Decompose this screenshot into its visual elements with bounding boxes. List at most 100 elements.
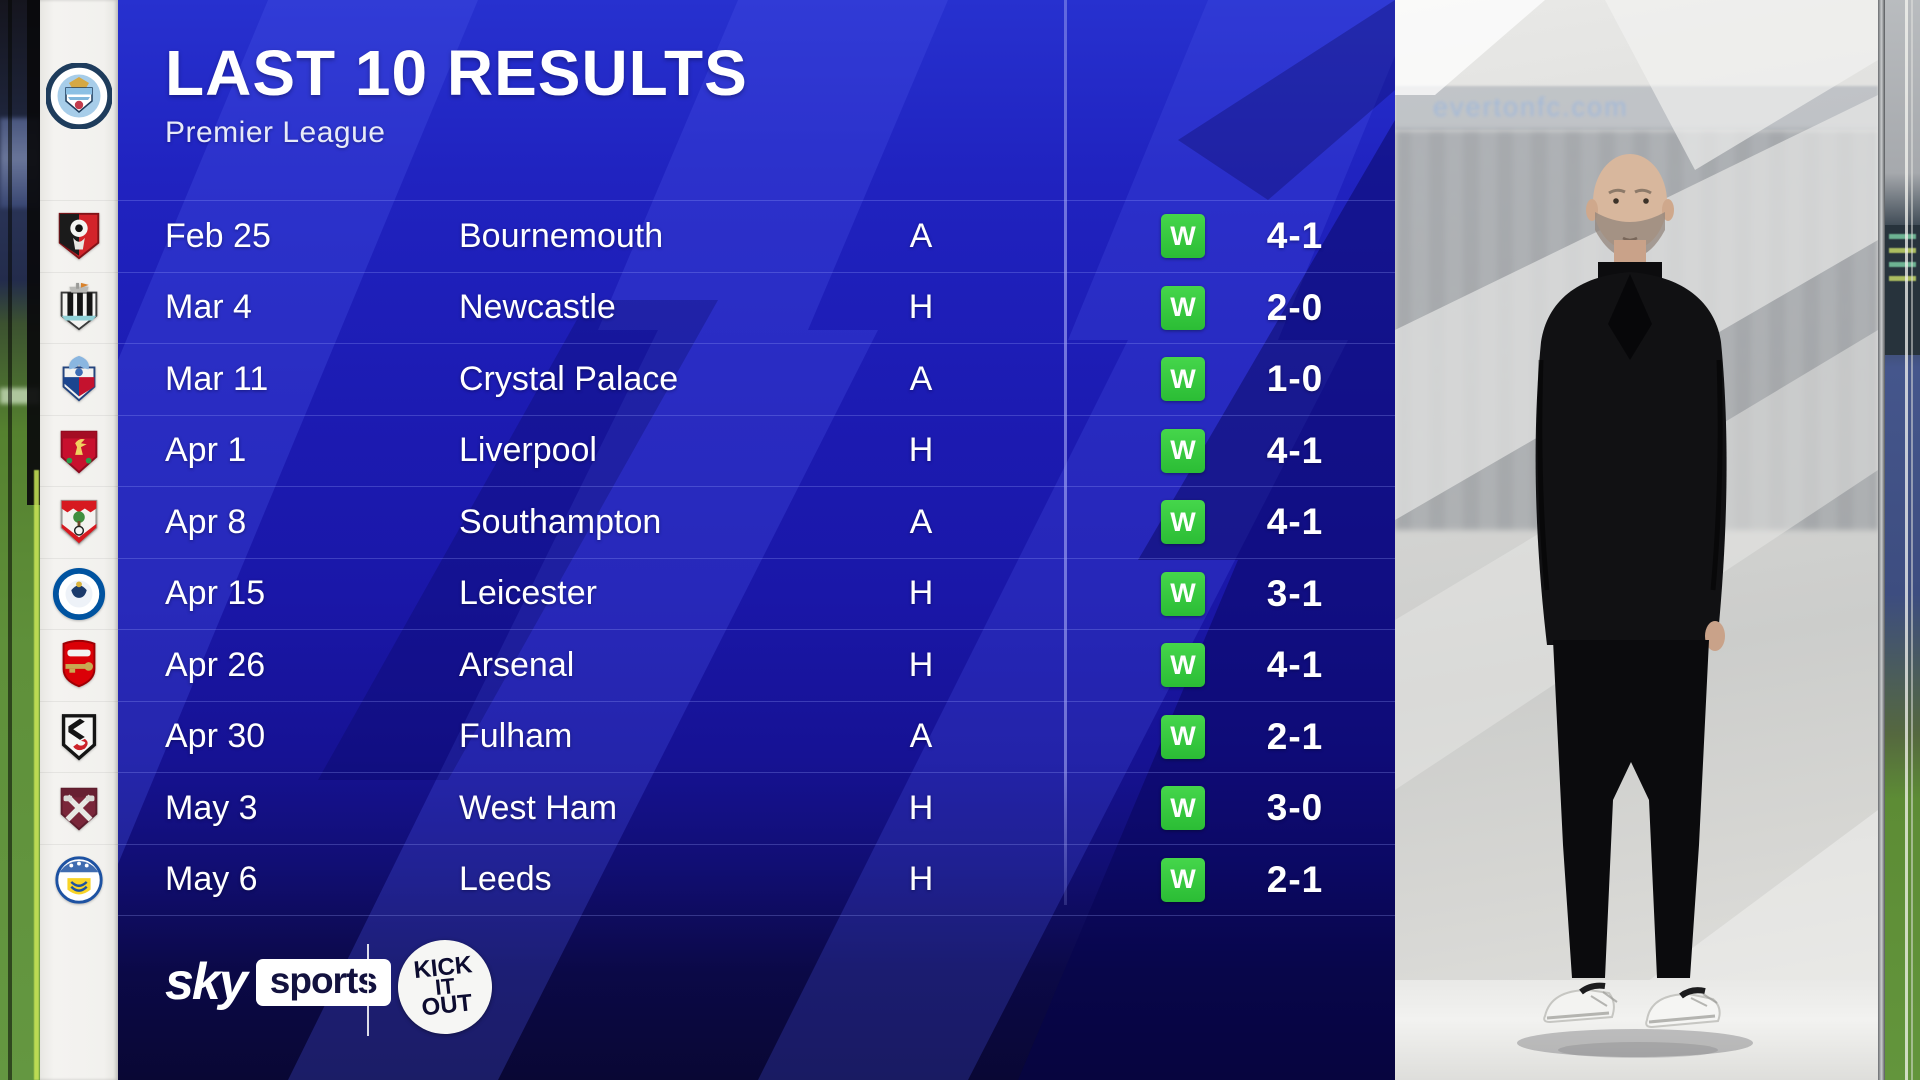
results-table: Feb 25 Bournemouth A W 4-1 Mar 4 Newcast… [118, 200, 1395, 916]
venue-indicator: H [908, 645, 934, 684]
match-date: Feb 25 [165, 216, 271, 255]
match-score: 4-1 [1266, 429, 1324, 471]
fulham-crest-icon [40, 700, 118, 773]
page-subtitle: Premier League [165, 116, 386, 150]
result-cell: W [1151, 357, 1215, 402]
match-score: 3-0 [1266, 787, 1324, 829]
match-score: 2-1 [1266, 715, 1324, 757]
result-cell: W [1151, 714, 1215, 759]
result-row-7: Apr 26 Arsenal H W 4-1 [118, 629, 1395, 701]
opponent-crest-list [40, 200, 118, 915]
opponent-name: Southampton [459, 502, 662, 541]
match-date: Apr 26 [165, 645, 266, 684]
leicester-crest-icon [40, 557, 118, 630]
stadium-banner-text: evertonfc.com [1433, 92, 1629, 122]
frame-highlight-line [1905, 0, 1908, 1080]
advert-board-line [34, 470, 39, 1080]
opponent-name: Leicester [459, 574, 597, 613]
venue-indicator: H [908, 860, 934, 899]
win-badge: W [1161, 714, 1205, 759]
match-date: Apr 15 [165, 574, 266, 613]
liverpool-crest-icon [40, 414, 118, 487]
frame-highlight-line [1911, 0, 1913, 1080]
result-cell: W [1151, 285, 1215, 330]
result-cell: W [1151, 643, 1215, 688]
kick-it-out-text: OUT [420, 989, 474, 1022]
manager-photo-panel: evertonfc.com [1395, 0, 1878, 1080]
opponent-name: West Ham [459, 788, 618, 827]
opponent-name: Crystal Palace [459, 359, 679, 398]
scoreboard-text-line [1889, 248, 1916, 253]
manchester-city-crest-icon [45, 62, 113, 130]
venue-indicator: H [908, 431, 934, 470]
win-badge: W [1161, 357, 1205, 402]
title-block: LAST 10 RESULTS Premier League [165, 38, 748, 150]
logo-divider-line [367, 944, 369, 1036]
result-row-10: May 6 Leeds H W 2-1 [118, 843, 1395, 916]
opponent-name: Newcastle [459, 288, 616, 327]
match-score: 2-1 [1266, 858, 1324, 900]
match-score: 4-1 [1266, 215, 1324, 257]
kick-it-out-logo-icon: KICK IT OUT [393, 935, 497, 1039]
sports-logo-text: sports [269, 959, 378, 1001]
scoreboard-text-line [1889, 234, 1916, 239]
result-row-6: Apr 15 Leicester H W 3-1 [118, 557, 1395, 630]
frame-edge-line [8, 0, 12, 1080]
opponent-name: Fulham [459, 717, 573, 756]
win-badge: W [1161, 857, 1205, 902]
win-badge: W [1161, 285, 1205, 330]
result-cell: W [1151, 428, 1215, 473]
match-date: Apr 1 [165, 431, 247, 470]
result-row-8: Apr 30 Fulham A W 2-1 [118, 700, 1395, 773]
footer-logos: sky sports KICK IT OUT [118, 935, 1065, 1048]
crystal-palace-crest-icon [40, 343, 118, 415]
opponent-name: Bournemouth [459, 216, 664, 255]
win-badge: W [1161, 428, 1205, 473]
match-score: 1-0 [1266, 358, 1324, 400]
match-date: Apr 8 [165, 502, 247, 541]
result-row-1: Feb 25 Bournemouth A W 4-1 [118, 200, 1395, 272]
result-cell: W [1151, 500, 1215, 545]
venue-indicator: A [909, 359, 933, 398]
venue-indicator: H [908, 788, 934, 827]
pep-guardiola-photo [1517, 154, 1753, 1058]
stadium-background-right-sliver [1878, 0, 1920, 1080]
win-badge: W [1161, 786, 1205, 831]
opponent-name: Leeds [459, 860, 552, 899]
match-date: May 6 [165, 860, 258, 899]
bournemouth-crest-icon [40, 200, 118, 272]
diagonal-chevron-pattern [118, 0, 1395, 1080]
southampton-crest-icon [40, 486, 118, 558]
result-row-9: May 3 West Ham H W 3-0 [118, 772, 1395, 844]
column-divider-line [1064, 0, 1067, 905]
win-badge: W [1161, 643, 1205, 688]
frame-black-band [27, 0, 40, 505]
sky-logo-text: sky [165, 953, 248, 1011]
page-title: LAST 10 RESULTS [165, 37, 748, 109]
sports-logo-box: sports [255, 958, 391, 1006]
opponent-name: Liverpool [459, 431, 597, 470]
result-row-5: Apr 8 Southampton A W 4-1 [118, 486, 1395, 558]
stadium-scoreboard [1885, 225, 1920, 355]
match-date: Mar 4 [165, 288, 252, 327]
opponent-name: Arsenal [459, 645, 575, 684]
sky-sports-logo: sky sports [165, 952, 391, 1012]
result-row-2: Mar 4 Newcastle H W 2-0 [118, 271, 1395, 344]
arsenal-crest-icon [40, 629, 118, 701]
match-date: Apr 30 [165, 717, 266, 756]
newcastle-crest-icon [40, 271, 118, 344]
leeds-crest-icon [40, 843, 118, 916]
team-crest-strip [40, 0, 118, 1080]
result-cell: W [1151, 214, 1215, 259]
venue-indicator: A [909, 216, 933, 255]
frame-edge [1878, 0, 1885, 1080]
win-badge: W [1161, 571, 1205, 616]
results-panel: LAST 10 RESULTS Premier League Feb 25 Bo… [118, 0, 1395, 1080]
scoreboard-text-line [1889, 276, 1916, 281]
win-badge: W [1161, 214, 1205, 259]
match-score: 4-1 [1266, 501, 1324, 543]
match-score: 3-1 [1266, 572, 1324, 614]
match-score: 2-0 [1266, 286, 1324, 328]
result-cell: W [1151, 571, 1215, 616]
